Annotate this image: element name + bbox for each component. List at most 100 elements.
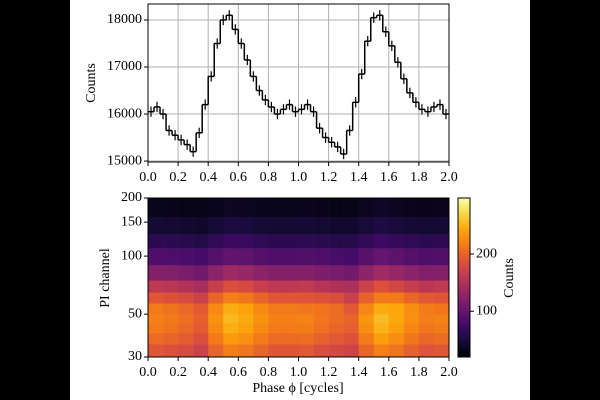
heatmap-cell: [223, 248, 239, 266]
heatmap-cell: [433, 264, 450, 281]
heatmap-cell: [403, 216, 420, 235]
x-tick-label: 0.6: [230, 170, 248, 185]
heatmap-cell: [283, 198, 299, 218]
heatmap-cell: [328, 314, 344, 324]
heatmap-cell: [163, 264, 179, 281]
heatmap-cell: [238, 323, 254, 334]
heatmap-cell: [193, 280, 209, 293]
heatmap-cell: [313, 292, 329, 304]
heatmap-cell: [403, 264, 420, 281]
heatmap-cell: [253, 216, 269, 235]
heatmap-cell: [148, 344, 164, 358]
heatmap-cell: [238, 292, 254, 304]
heatmap-cell: [418, 234, 435, 249]
heatmap-cell: [313, 303, 329, 315]
heatmap-cell: [223, 280, 239, 293]
heatmap-cell: [313, 344, 329, 358]
heatmap-cell: [298, 332, 314, 345]
heatmap-cell: [373, 292, 390, 304]
heatmap-cell: [208, 198, 224, 218]
heatmap-cell: [148, 303, 164, 315]
heatmap-cell: [433, 248, 450, 266]
heatmap-cell: [298, 292, 314, 304]
heatmap-cell: [418, 280, 435, 293]
heatmap-cell: [253, 332, 269, 345]
x-tick-label: 1.6: [380, 365, 398, 380]
heatmap-cell: [268, 292, 284, 304]
heatmap-cell: [373, 248, 390, 266]
heatmap-cell: [178, 323, 194, 334]
heatmap-cell: [328, 292, 344, 304]
heatmap-cell: [148, 332, 164, 345]
x-tick-label: 0.4: [199, 365, 217, 380]
heatmap-cell: [343, 280, 359, 293]
axes-frame: [147, 3, 450, 163]
heatmap-cell: [418, 303, 435, 315]
heatmap-cell: [253, 198, 269, 218]
heatmap-cell: [223, 303, 239, 315]
heatmap-cell: [193, 344, 209, 358]
heatmap-cell: [283, 216, 299, 235]
heatmap-cell: [388, 248, 405, 266]
heatmap-cell: [208, 323, 224, 334]
heatmap-cell: [358, 292, 375, 304]
x-tick-label: 0.2: [169, 170, 187, 185]
colorbar-label: Counts: [502, 258, 517, 298]
heatmap-cell: [433, 292, 450, 304]
heatmap-cell: [403, 314, 420, 324]
heatmap-cell: [403, 280, 420, 293]
heatmap-cell: [328, 344, 344, 358]
x-tick-label: 1.0: [290, 365, 308, 380]
heatmap-cell: [163, 216, 179, 235]
heatmap-cell: [223, 264, 239, 281]
heatmap-cell: [343, 332, 359, 345]
heatmap-cell: [313, 280, 329, 293]
heatmap-cell: [253, 248, 269, 266]
heatmap-cell: [223, 344, 239, 358]
heatmap-cell: [283, 292, 299, 304]
heatmap-cell: [388, 280, 405, 293]
heatmap-cell: [433, 314, 450, 324]
heatmap-cell: [313, 323, 329, 334]
heatmap-cell: [373, 303, 390, 315]
heatmap-cell: [148, 198, 164, 218]
x-tick-label: 1.8: [410, 365, 428, 380]
heatmap-cell: [208, 303, 224, 315]
heatmap-cell: [343, 234, 359, 249]
heatmap-cell: [178, 314, 194, 324]
heatmap-cell: [298, 314, 314, 324]
heatmap-cell: [208, 248, 224, 266]
heatmap-cell: [298, 280, 314, 293]
axes-frame: [147, 197, 450, 358]
heatmap-cell: [178, 216, 194, 235]
heatmap-cell: [388, 292, 405, 304]
heatmap-cell: [433, 216, 450, 235]
y-tick-label: 17000: [107, 59, 142, 74]
heatmap-cell: [253, 323, 269, 334]
heatmap-cell: [193, 248, 209, 266]
heatmap-cell: [163, 323, 179, 334]
heatmap-cell: [253, 280, 269, 293]
heatmap-cell: [403, 332, 420, 345]
heatmap-cell: [373, 234, 390, 249]
heatmap-cell: [433, 323, 450, 334]
heatmap-cell: [298, 264, 314, 281]
heatmap-cell: [403, 248, 420, 266]
heatmap-cell: [268, 280, 284, 293]
heatmap-cell: [283, 303, 299, 315]
heatmap-cell: [388, 216, 405, 235]
heatmap-cell: [223, 292, 239, 304]
heatmap-cell: [193, 292, 209, 304]
y-tick-label: 100: [121, 248, 142, 263]
heatmap-cell: [358, 332, 375, 345]
heatmap-cell: [163, 292, 179, 304]
x-tick-label: 1.2: [320, 170, 338, 185]
heatmap-cell: [403, 198, 420, 218]
y-axis-label: Counts: [84, 63, 99, 103]
heatmap-cell: [343, 292, 359, 304]
heatmap-cell: [388, 198, 405, 218]
heatmap-cell: [343, 323, 359, 334]
heatmap-cell: [178, 280, 194, 293]
heatmap-cell: [238, 264, 254, 281]
heatmap-cell: [328, 198, 344, 218]
